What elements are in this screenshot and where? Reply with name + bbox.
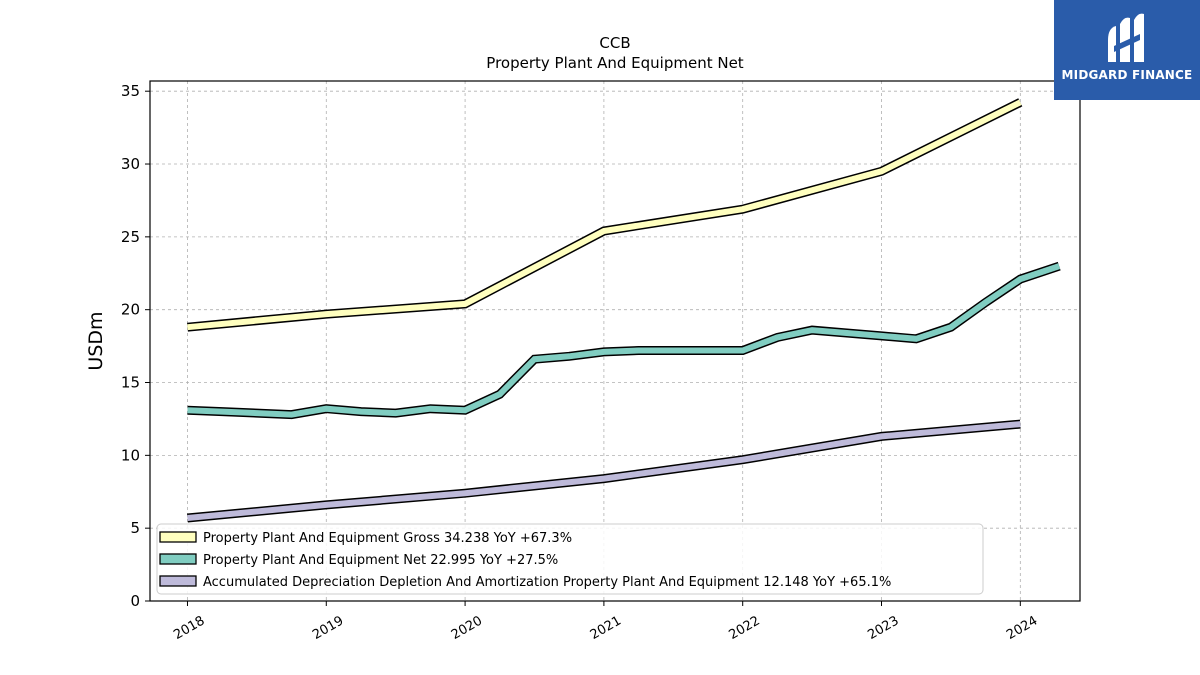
x-tick-label: 2018 (171, 613, 207, 643)
grid (150, 81, 1080, 601)
legend-frame (156, 523, 984, 595)
y-axis-label: USDm (85, 311, 107, 370)
plot-frame (149, 80, 1081, 602)
y-tick-label: 35 (121, 82, 140, 100)
legend-swatch-2 (159, 553, 197, 565)
legend-label-1: Property Plant And Equipment Gross 34.23… (203, 531, 572, 546)
series-line-1 (187, 99, 1022, 331)
chart-title: CCB (599, 34, 630, 52)
y-tick-label: 0 (130, 592, 140, 610)
x-tick-label: 2020 (449, 613, 485, 643)
legend-swatch-1 (159, 531, 197, 543)
x-tick-label: 2021 (588, 613, 624, 643)
legend-label-2: Property Plant And Equipment Net 22.995 … (203, 553, 558, 568)
y-tick-label: 5 (130, 519, 140, 537)
chart-subtitle: Property Plant And Equipment Net (486, 54, 743, 72)
series-outline-2 (187, 261, 1061, 420)
legend: Property Plant And Equipment Gross 34.23… (156, 523, 984, 595)
x-tick-label: 2024 (1004, 613, 1040, 643)
x-tick-label: 2022 (727, 613, 763, 643)
series-line-3 (187, 421, 1021, 521)
y-tick-label: 15 (121, 374, 140, 392)
y-tick-label: 25 (121, 228, 140, 246)
legend-swatch-3 (159, 575, 197, 587)
series-line-2 (187, 263, 1061, 418)
legend-label-3: Accumulated Depreciation Depletion And A… (203, 575, 891, 590)
y-tick-label: 30 (121, 155, 140, 173)
logo-mark-icon (1108, 13, 1144, 63)
midgard-finance-logo: MIDGARD FINANCE (1054, 0, 1200, 100)
x-tick-label: 2023 (865, 613, 901, 643)
y-tick-label: 10 (121, 446, 140, 464)
series-group (187, 98, 1061, 523)
logo-text: MIDGARD FINANCE (1061, 68, 1193, 82)
x-tick-label: 2019 (310, 613, 346, 643)
y-tick-label: 20 (121, 301, 140, 319)
